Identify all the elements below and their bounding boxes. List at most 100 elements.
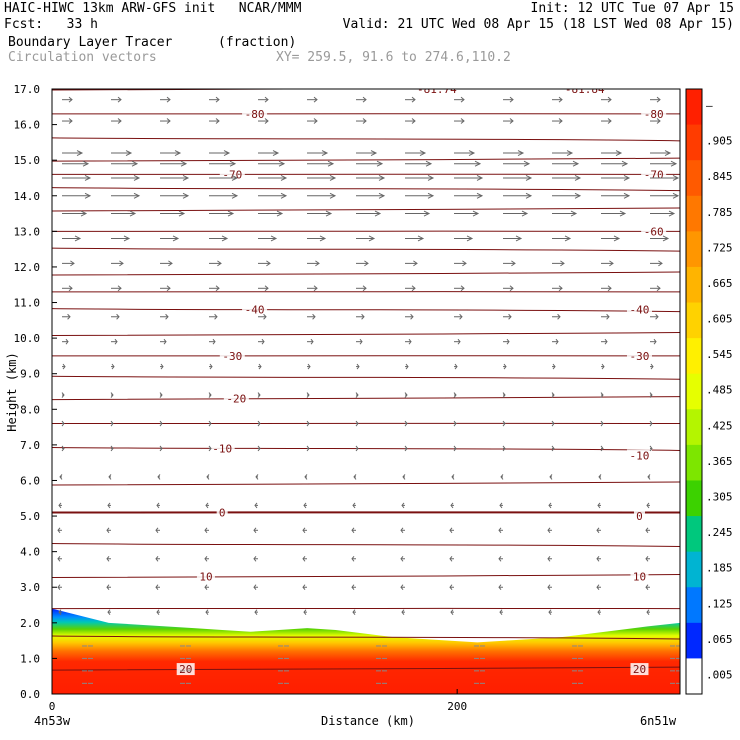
wind-vector-head bbox=[254, 609, 258, 615]
wind-vector-head bbox=[410, 313, 414, 320]
wind-vector-head bbox=[468, 150, 476, 157]
wind-vector-head bbox=[596, 527, 600, 534]
colorbar-label: .125 bbox=[706, 597, 733, 610]
isotherm-label: -40 bbox=[630, 304, 650, 317]
wind-vector-head bbox=[419, 150, 427, 157]
forecast-hour: Fcst: 33 h bbox=[4, 17, 98, 32]
wind-vector-head bbox=[355, 445, 359, 452]
isotherm-line bbox=[52, 332, 680, 337]
colorbar-label: .665 bbox=[706, 277, 733, 290]
wind-vector-head bbox=[205, 609, 209, 615]
wind-vector-head bbox=[258, 363, 262, 370]
wind-vector-head bbox=[255, 474, 259, 480]
wind-vector-head bbox=[110, 392, 114, 398]
isotherm-label-bg bbox=[633, 510, 645, 523]
wind-vector-head bbox=[116, 313, 120, 320]
wind-vector-head bbox=[82, 160, 90, 167]
wind-vector-head bbox=[417, 235, 425, 242]
wind-vector-head bbox=[257, 445, 261, 452]
wind-vector-head bbox=[517, 150, 525, 157]
wind-vector-head bbox=[313, 118, 318, 124]
isotherm-label-bg bbox=[641, 168, 667, 181]
wind-vector-head bbox=[500, 474, 504, 480]
wind-vector-head bbox=[499, 502, 503, 509]
isotherm-line bbox=[52, 291, 680, 293]
wind-vector-head bbox=[155, 584, 159, 591]
field-name: Boundary Layer Tracer bbox=[8, 35, 173, 50]
wind-vector-head bbox=[352, 609, 356, 615]
wind-vector-head bbox=[656, 96, 661, 103]
wind-vector-head bbox=[370, 150, 378, 157]
wind-vector-head bbox=[68, 118, 73, 124]
y-tick-label: 6.0 bbox=[20, 474, 40, 487]
y-tick-label: 13.0 bbox=[14, 225, 41, 238]
x-tick-label: 200 bbox=[447, 700, 467, 713]
colorbar-label: .845 bbox=[706, 170, 733, 183]
wind-vector-head bbox=[548, 502, 552, 509]
wind-vector-head bbox=[647, 474, 651, 480]
wind-vector-head bbox=[607, 96, 612, 103]
wind-vector-head bbox=[600, 445, 604, 452]
wind-vector-head bbox=[509, 96, 514, 103]
wind-vector-head bbox=[378, 175, 386, 181]
wind-vector-head bbox=[106, 527, 110, 534]
isotherm-label-bg bbox=[196, 570, 215, 583]
wind-vector-head bbox=[204, 555, 208, 562]
wind-vector-head bbox=[476, 192, 484, 199]
wind-vector-head bbox=[523, 160, 531, 167]
wind-vector-head bbox=[427, 192, 435, 199]
vectors-label: Circulation vectors bbox=[8, 50, 157, 65]
isotherm-label-bg bbox=[242, 107, 268, 120]
colorbar-swatch bbox=[686, 89, 702, 126]
valid-time: Valid: 21 UTC Wed 08 Apr 15 (18 LST Wed … bbox=[342, 17, 734, 32]
isotherm-line bbox=[52, 666, 680, 671]
wind-vector-head bbox=[596, 555, 600, 562]
isotherm-line bbox=[52, 271, 680, 276]
y-axis: 0.0 1.0 2.0 3.0 4.0 5.0 6.0 7.0 8.0 9.0 10.0 11.0 12… bbox=[14, 83, 57, 701]
wind-vector-head bbox=[619, 210, 627, 217]
wind-vector-head bbox=[649, 445, 653, 452]
y-tick-label: 11.0 bbox=[14, 297, 41, 310]
wind-vector-head bbox=[253, 527, 257, 534]
wind-vector-head bbox=[313, 285, 318, 292]
isotherm-label: 0 bbox=[219, 507, 226, 520]
wind-vector-head bbox=[62, 363, 66, 370]
wind-vector-head bbox=[474, 160, 482, 167]
x-tick-label: 0 bbox=[49, 700, 56, 713]
wind-vector-head bbox=[551, 445, 555, 452]
wind-vector-head bbox=[57, 584, 61, 591]
wind-vector-head bbox=[557, 313, 561, 320]
wind-vector-head bbox=[450, 502, 454, 509]
isotherm-label: -30 bbox=[222, 350, 242, 363]
wind-vector-head bbox=[253, 584, 257, 591]
wind-vector-head bbox=[221, 235, 229, 242]
wind-vector-head bbox=[117, 118, 122, 124]
wind-vector-head bbox=[84, 175, 92, 181]
wind-vector-head bbox=[564, 235, 572, 242]
wind-vector-head bbox=[57, 555, 61, 562]
wind-vector-head bbox=[272, 150, 280, 157]
wind-vector-head bbox=[460, 118, 465, 124]
y-tick-label: 17.0 bbox=[14, 83, 41, 96]
wind-vector-head bbox=[476, 175, 484, 181]
wind-vector-head bbox=[302, 527, 306, 534]
wind-vector-head bbox=[108, 474, 112, 480]
y-tick-label: 2.0 bbox=[20, 617, 40, 630]
wind-vector-head bbox=[566, 150, 574, 157]
y-tick-label: 7.0 bbox=[20, 439, 40, 452]
wind-vector-head bbox=[449, 555, 453, 562]
wind-vector-head bbox=[280, 192, 288, 199]
wind-vector-head bbox=[166, 96, 171, 103]
colorbar-label: .725 bbox=[706, 241, 733, 254]
wind-vector-head bbox=[596, 584, 600, 591]
plot-frame bbox=[51, 88, 681, 695]
wind-vector-head bbox=[353, 474, 357, 480]
wind-vector-head bbox=[257, 420, 261, 427]
wind-vector-head bbox=[160, 363, 164, 370]
wind-vector-head bbox=[623, 175, 631, 181]
wind-vector-head bbox=[362, 118, 367, 124]
xy-label: XY= 259.5, 91.6 to 274.6,110.2 bbox=[276, 50, 511, 65]
wind-vector-head bbox=[653, 338, 657, 345]
isotherm-label: -70 bbox=[644, 168, 664, 181]
wind-vector-head bbox=[376, 160, 384, 167]
